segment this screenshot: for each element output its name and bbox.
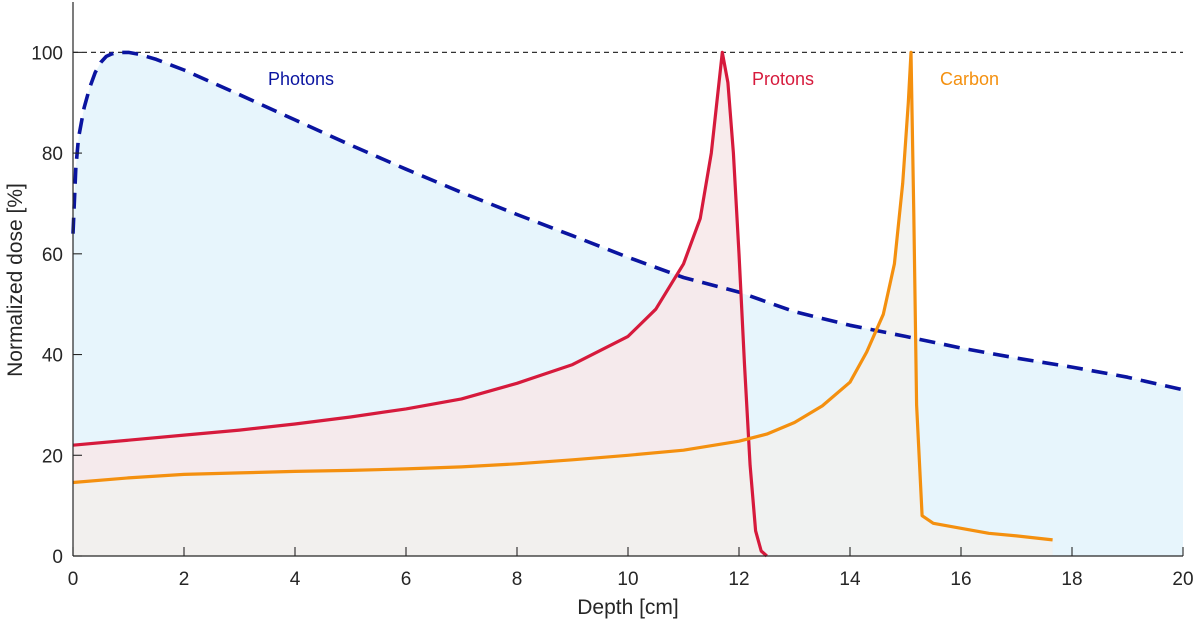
y-tick-label: 0 [52, 547, 63, 568]
x-tick-label: 12 [728, 569, 749, 590]
x-tick-label: 18 [1061, 569, 1082, 590]
line-photons [71, 50, 1184, 392]
y-tick-label: 80 [42, 144, 63, 165]
series-label-photons: Photons [268, 69, 334, 89]
fill-carbon [73, 52, 1053, 557]
x-tick-label: 6 [401, 569, 412, 590]
y-tick-label: 60 [42, 245, 63, 266]
line-carbon [72, 50, 1053, 542]
series-fills [73, 52, 1183, 557]
x-tick-label: 20 [1172, 569, 1193, 590]
x-axis-title: Depth [cm] [577, 596, 679, 619]
x-tick-label: 0 [68, 569, 79, 590]
x-tick-label: 16 [950, 569, 971, 590]
y-tick-label: 40 [42, 346, 63, 367]
tick-marks: 0 2 4 6 8 10 12 14 16 18 20 0 20 40 60 80 100 [31, 43, 1193, 590]
y-axis-title: Normalized dose [%] [4, 183, 27, 377]
series-label-carbon: Carbon [940, 69, 999, 89]
series-labels: Photons Protons Carbon [268, 69, 999, 89]
y-tick-label: 100 [31, 43, 63, 64]
x-tick-label: 10 [617, 569, 638, 590]
line-protons [72, 50, 768, 558]
x-tick-label: 8 [512, 569, 523, 590]
x-tick-label: 14 [839, 569, 861, 590]
y-tick-label: 20 [42, 446, 63, 467]
series-label-protons: Protons [752, 69, 814, 89]
series-lines [71, 50, 1184, 558]
x-tick-label: 4 [290, 569, 301, 590]
x-tick-label: 2 [179, 569, 190, 590]
